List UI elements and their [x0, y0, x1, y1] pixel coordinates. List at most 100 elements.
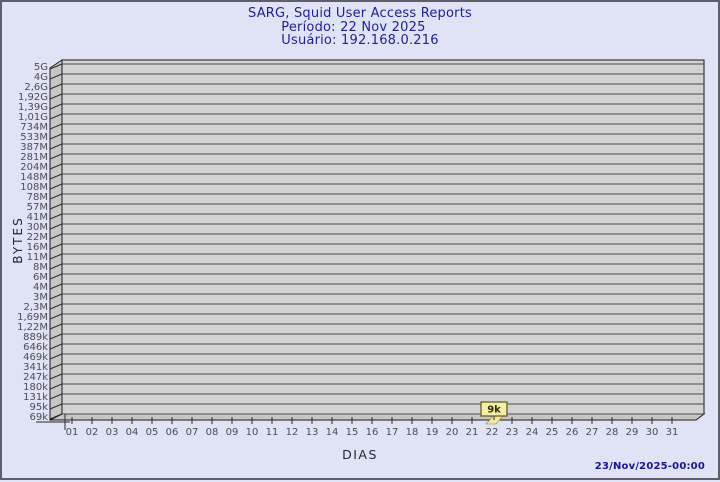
y-tick-connector	[49, 263, 63, 270]
x-tick-label: 21	[466, 427, 479, 438]
y-tick-connector	[49, 173, 63, 180]
value-tag-label: 9k	[487, 405, 501, 416]
y-tick-connector	[49, 193, 63, 200]
period-label: Período: 22 Nov 2025	[281, 19, 426, 35]
y-tick-label: 734M	[20, 122, 48, 133]
y-tick-connector	[49, 83, 63, 90]
y-tick-connector	[49, 383, 63, 390]
y-tick-label: 30M	[27, 222, 48, 233]
y-tick-label: 3M	[33, 292, 48, 303]
x-axis-title: DIAS	[342, 447, 378, 462]
x-tick-label: 09	[226, 427, 239, 438]
x-tick-label: 19	[426, 427, 439, 438]
x-tick-label: 25	[546, 427, 559, 438]
y-tick-label: 5G	[34, 62, 48, 73]
x-tick-label: 22	[486, 427, 499, 438]
y-tick-label: 11M	[27, 252, 48, 263]
y-tick-labels: 5G4G2,6G1,92G1,39G1,01G734M533M387M281M2…	[17, 62, 48, 423]
y-tick-connector	[49, 293, 63, 300]
y-tick-label: 4M	[33, 282, 48, 293]
y-tick-connector	[49, 303, 63, 310]
y-tick-connector	[49, 123, 63, 130]
y-tick-connector	[49, 113, 63, 120]
x-tick-label: 03	[106, 427, 119, 438]
x-tick-label: 14	[326, 427, 339, 438]
y-tick-connector	[49, 343, 63, 350]
x-tick-label: 06	[166, 427, 179, 438]
y-tick-label: 1,92G	[18, 92, 48, 103]
y-tick-connectors	[49, 63, 63, 420]
x-tick-label: 24	[526, 427, 539, 438]
x-tick-label: 23	[506, 427, 519, 438]
y-tick-label: 6M	[33, 272, 48, 283]
x-tick-label: 07	[186, 427, 199, 438]
y-tick-connector	[49, 103, 63, 110]
x-tick-label: 12	[286, 427, 299, 438]
x-tick-marks	[71, 417, 673, 424]
x-tick-label: 26	[566, 427, 579, 438]
y-tick-label: 889k	[23, 332, 48, 343]
y-tick-label: 281M	[20, 152, 48, 163]
y-tick-label: 8M	[33, 262, 48, 273]
y-tick-label: 69k	[29, 412, 48, 423]
x-tick-label: 17	[386, 427, 399, 438]
y-tick-label: 469k	[23, 352, 48, 363]
y-tick-connector	[49, 413, 63, 420]
y-tick-connector	[49, 183, 63, 190]
y-tick-label: 1,01G	[18, 112, 48, 123]
y-tick-connector	[49, 333, 63, 340]
y-tick-connector	[49, 393, 63, 400]
y-tick-label: 148M	[20, 172, 48, 183]
x-tick-label: 27	[586, 427, 599, 438]
chart-floor	[49, 413, 706, 421]
user-label: Usuário: 192.168.0.216	[281, 33, 439, 48]
y-tick-label: 2,3M	[23, 302, 48, 313]
y-tick-label: 16M	[27, 242, 48, 253]
x-tick-label: 13	[306, 427, 319, 438]
y-tick-label: 41M	[27, 212, 48, 223]
y-tick-label: 4G	[34, 72, 48, 83]
y-tick-connector	[49, 323, 63, 330]
x-tick-label: 15	[346, 427, 359, 438]
y-tick-label: 1,69M	[17, 312, 48, 323]
y-tick-label: 387M	[20, 142, 48, 153]
y-tick-label: 180k	[23, 382, 48, 393]
y-tick-label: 204M	[20, 162, 48, 173]
y-tick-label: 57M	[27, 202, 48, 213]
y-tick-connector	[49, 283, 63, 290]
x-tick-label: 05	[146, 427, 159, 438]
y-tick-label: 78M	[27, 192, 48, 203]
chart-title: SARG, Squid User Access Reports	[248, 6, 472, 21]
y-tick-label: 533M	[20, 132, 48, 143]
y-tick-label: 646k	[23, 342, 48, 353]
y-tick-label: 131k	[23, 392, 48, 403]
y-tick-connector	[49, 163, 63, 170]
y-tick-connector	[49, 153, 63, 160]
y-tick-connector	[49, 273, 63, 280]
x-tick-label: 08	[206, 427, 219, 438]
x-tick-label: 10	[246, 427, 259, 438]
y-tick-connector	[49, 403, 63, 410]
y-tick-connector	[49, 143, 63, 150]
y-tick-label: 1,39G	[18, 102, 48, 113]
x-tick-label: 30	[646, 427, 659, 438]
generated-timestamp: 23/Nov/2025-00:00	[594, 461, 705, 472]
y-tick-connector	[49, 213, 63, 220]
plot-area	[61, 59, 705, 415]
x-tick-label: 02	[86, 427, 99, 438]
x-tick-label: 31	[666, 427, 679, 438]
x-tick-label: 01	[66, 427, 79, 438]
y-tick-connector	[49, 373, 63, 380]
y-tick-label: 2,6G	[24, 82, 48, 93]
y-tick-connector	[49, 223, 63, 230]
y-tick-connector	[49, 63, 63, 70]
y-tick-label: 108M	[20, 182, 48, 193]
y-tick-connector	[49, 73, 63, 80]
y-tick-connector	[49, 93, 63, 100]
x-tick-label: 16	[366, 427, 379, 438]
y-tick-connector	[49, 253, 63, 260]
chart-header: SARG, Squid User Access Reports Período:…	[2, 7, 718, 48]
y-tick-connector	[49, 233, 63, 240]
